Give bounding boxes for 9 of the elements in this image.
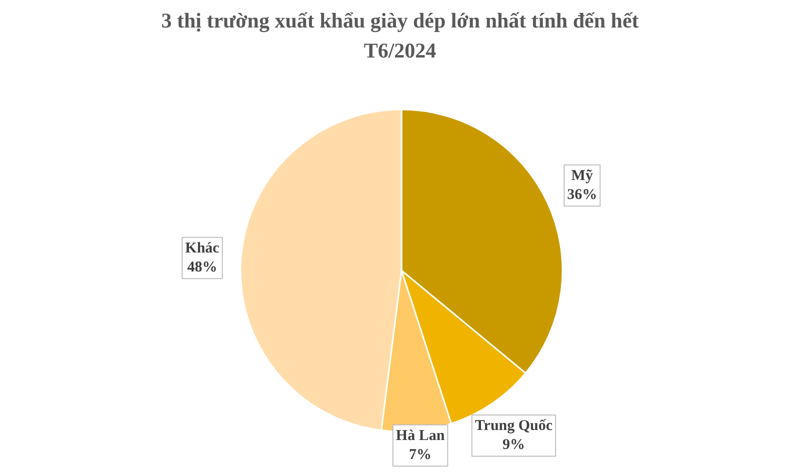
data-label: 9% xyxy=(502,437,525,454)
data-label: 36% xyxy=(567,187,598,204)
slice-label: Hà Lan xyxy=(396,428,446,444)
slice-label: Khác xyxy=(185,240,220,256)
data-label: 7% xyxy=(409,447,432,464)
slice-label: Mỹ xyxy=(571,168,594,184)
chart-title: 3 thị trường xuất khẩu giày dép lớn nhất tính đến hết T6/2024 xyxy=(161,8,639,62)
slice-label: Trung Quốc xyxy=(474,418,553,434)
data-label: 48% xyxy=(187,260,218,276)
